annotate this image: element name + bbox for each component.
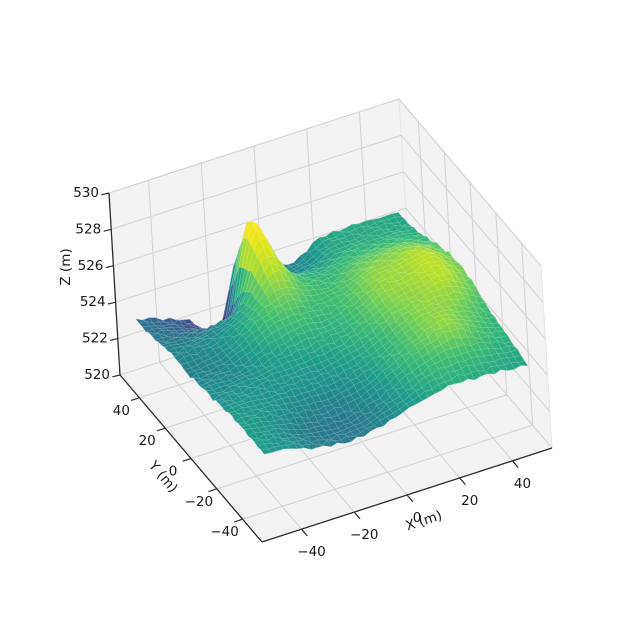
tick-label: 20: [461, 493, 478, 509]
tick-label: −20: [185, 494, 214, 510]
tick-label: −40: [297, 544, 326, 560]
surface-mesh: [135, 212, 528, 455]
tick-label: 40: [113, 403, 130, 419]
tick-label: −40: [210, 524, 239, 540]
tick-label: 0: [169, 464, 178, 480]
tick-label: 0: [413, 510, 422, 526]
tick-label: 520: [84, 367, 110, 383]
tick-label: 530: [73, 185, 99, 201]
tick-label: 20: [139, 433, 156, 449]
tick-label: 528: [75, 221, 101, 237]
tick-marks: [101, 192, 519, 537]
z-tick-labels: 520 522 524 526 528 530: [73, 185, 110, 383]
y-tick-labels: −40 −20 0 20 40: [113, 403, 239, 540]
z-axis-label: Z (m): [58, 248, 74, 286]
x-tick-labels: −40 −20 0 20 40: [297, 476, 531, 560]
tick-label: 526: [78, 258, 104, 274]
tick-label: 40: [514, 476, 531, 492]
tick-label: 522: [82, 331, 108, 347]
tick-label: 524: [80, 294, 106, 310]
tick-label: −20: [350, 527, 379, 543]
